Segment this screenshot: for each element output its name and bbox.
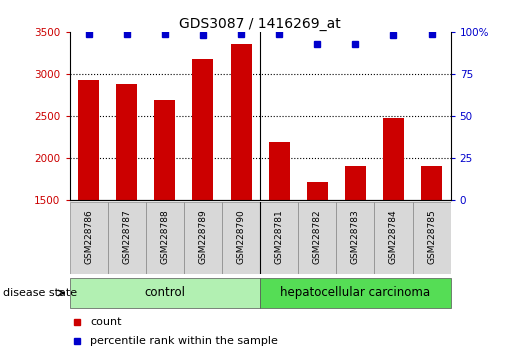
Text: GSM228788: GSM228788 (160, 209, 169, 264)
Text: disease state: disease state (3, 288, 77, 298)
Text: GSM228789: GSM228789 (198, 209, 208, 264)
Bar (298, 202, 336, 274)
Text: GSM228790: GSM228790 (236, 209, 246, 264)
Bar (260, 278, 451, 308)
Text: GSM228787: GSM228787 (122, 209, 131, 264)
Bar (70, 202, 108, 274)
Bar (336, 202, 374, 274)
Bar (231, 44, 251, 326)
Bar (116, 84, 137, 326)
Text: count: count (91, 318, 122, 327)
Bar (345, 166, 366, 326)
Bar (260, 202, 298, 274)
Text: GSM228781: GSM228781 (274, 209, 284, 264)
Title: GDS3087 / 1416269_at: GDS3087 / 1416269_at (179, 17, 341, 31)
Text: GSM228786: GSM228786 (84, 209, 93, 264)
Text: hepatocellular carcinoma: hepatocellular carcinoma (280, 286, 431, 299)
Bar (184, 202, 222, 274)
Bar (374, 202, 413, 274)
Bar (108, 202, 146, 274)
Bar (193, 59, 213, 326)
Bar (146, 202, 184, 274)
Text: GSM228785: GSM228785 (427, 209, 436, 264)
Bar (269, 142, 289, 326)
Text: GSM228782: GSM228782 (313, 209, 322, 264)
Bar (307, 182, 328, 326)
Bar (383, 118, 404, 326)
Text: percentile rank within the sample: percentile rank within the sample (91, 336, 279, 346)
Bar (78, 80, 99, 326)
Text: GSM228783: GSM228783 (351, 209, 360, 264)
Bar (154, 100, 175, 326)
Bar (70, 278, 260, 308)
Bar (222, 202, 260, 274)
Text: GSM228784: GSM228784 (389, 209, 398, 264)
Text: control: control (144, 286, 185, 299)
Bar (421, 166, 442, 326)
Bar (413, 202, 451, 274)
